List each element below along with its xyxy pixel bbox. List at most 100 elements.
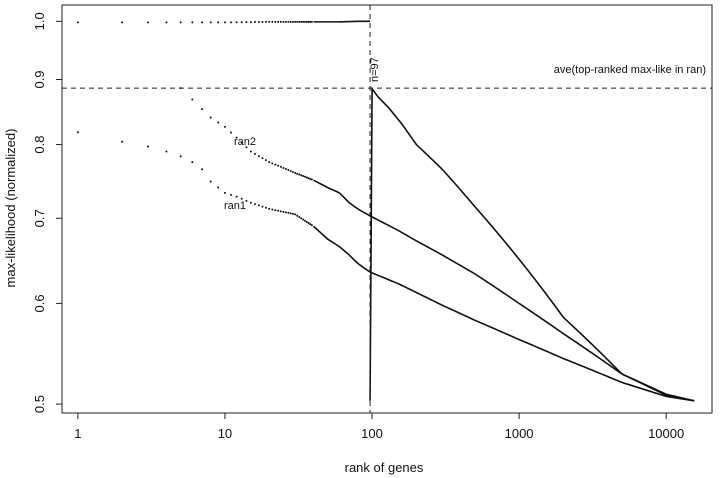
data-point bbox=[253, 21, 256, 24]
x-axis: 1 10 100 1000 10000 bbox=[74, 413, 684, 441]
data-point bbox=[179, 21, 182, 24]
label-ran2: ran2 bbox=[234, 136, 256, 148]
data-point bbox=[235, 195, 238, 198]
data-point bbox=[282, 166, 285, 169]
data-point bbox=[296, 214, 299, 217]
data-point bbox=[257, 21, 260, 24]
data-point bbox=[271, 20, 274, 23]
data-point bbox=[294, 171, 297, 174]
data-point bbox=[298, 215, 301, 218]
data-point bbox=[165, 21, 168, 24]
data-point bbox=[76, 131, 79, 134]
data-point bbox=[261, 20, 264, 23]
data-point bbox=[230, 131, 233, 134]
series-3 bbox=[76, 131, 695, 402]
data-point bbox=[305, 20, 308, 23]
data-point bbox=[298, 20, 301, 23]
data-point bbox=[296, 20, 299, 23]
x-axis-title: rank of genes bbox=[345, 460, 424, 475]
series-0 bbox=[76, 20, 371, 24]
data-point bbox=[279, 210, 282, 213]
data-point bbox=[76, 21, 79, 24]
data-point bbox=[249, 21, 252, 24]
data-point bbox=[310, 20, 313, 23]
data-point bbox=[271, 162, 274, 165]
data-point bbox=[191, 21, 194, 24]
data-point bbox=[305, 220, 308, 223]
data-point bbox=[201, 168, 204, 171]
series-line bbox=[369, 86, 695, 402]
data-point bbox=[217, 186, 220, 189]
data-point bbox=[209, 116, 212, 119]
data-point bbox=[303, 20, 306, 23]
data-point bbox=[289, 212, 292, 215]
data-point bbox=[201, 108, 204, 111]
data-point bbox=[274, 20, 277, 23]
data-point bbox=[264, 206, 267, 209]
data-point bbox=[165, 150, 168, 153]
data-point bbox=[268, 20, 271, 23]
data-point bbox=[268, 207, 271, 210]
data-point bbox=[240, 141, 243, 144]
data-point bbox=[191, 98, 194, 101]
data-point bbox=[217, 21, 220, 24]
series-line bbox=[313, 20, 371, 23]
data-point bbox=[209, 21, 212, 24]
data-point bbox=[240, 21, 243, 24]
data-point bbox=[249, 150, 252, 153]
data-point bbox=[235, 136, 238, 139]
data-point bbox=[257, 204, 260, 207]
series-line bbox=[313, 179, 695, 402]
x-tick-label: 1 bbox=[74, 426, 81, 441]
data-point bbox=[303, 175, 306, 178]
data-point bbox=[291, 20, 294, 23]
data-point bbox=[253, 203, 256, 206]
data-point bbox=[279, 20, 282, 23]
data-point bbox=[223, 125, 226, 128]
x-tick-label: 100 bbox=[361, 426, 383, 441]
data-point bbox=[245, 21, 248, 24]
plot-frame bbox=[61, 4, 713, 414]
data-point bbox=[209, 180, 212, 183]
data-point bbox=[309, 177, 312, 180]
series-1 bbox=[369, 86, 695, 402]
data-point bbox=[300, 174, 303, 177]
label-n97: n=97 bbox=[369, 57, 381, 82]
data-point bbox=[268, 161, 271, 164]
label-ran1: ran1 bbox=[224, 200, 246, 212]
data-point bbox=[300, 217, 303, 220]
data-point bbox=[249, 201, 252, 204]
y-tick-label: 1.0 bbox=[32, 12, 47, 30]
data-point bbox=[291, 170, 294, 173]
data-point bbox=[121, 140, 124, 143]
data-point bbox=[277, 20, 280, 23]
data-point bbox=[287, 169, 290, 172]
data-point bbox=[271, 208, 274, 211]
x-tick-label: 10 bbox=[218, 426, 232, 441]
data-point bbox=[282, 210, 285, 213]
data-point bbox=[147, 145, 150, 148]
data-point bbox=[282, 20, 285, 23]
y-axis-title: max-likelihood (normalized) bbox=[3, 129, 18, 288]
y-tick-label: 0.8 bbox=[32, 136, 47, 154]
data-point bbox=[223, 21, 226, 24]
data-point bbox=[287, 20, 290, 23]
data-point bbox=[289, 20, 292, 23]
data-point bbox=[310, 178, 313, 181]
data-point bbox=[296, 172, 299, 175]
y-tick-label: 0.5 bbox=[32, 395, 47, 413]
data-point bbox=[257, 155, 260, 158]
data-point bbox=[309, 20, 312, 23]
data-point bbox=[289, 170, 292, 173]
data-point bbox=[274, 163, 277, 166]
data-point bbox=[277, 209, 280, 212]
data-point bbox=[284, 168, 287, 171]
data-point bbox=[201, 21, 204, 24]
data-point bbox=[235, 21, 238, 24]
data-point bbox=[302, 218, 305, 221]
reference-lines bbox=[62, 5, 712, 413]
data-point bbox=[279, 165, 282, 168]
series-line bbox=[312, 225, 695, 402]
data-point bbox=[305, 176, 308, 179]
